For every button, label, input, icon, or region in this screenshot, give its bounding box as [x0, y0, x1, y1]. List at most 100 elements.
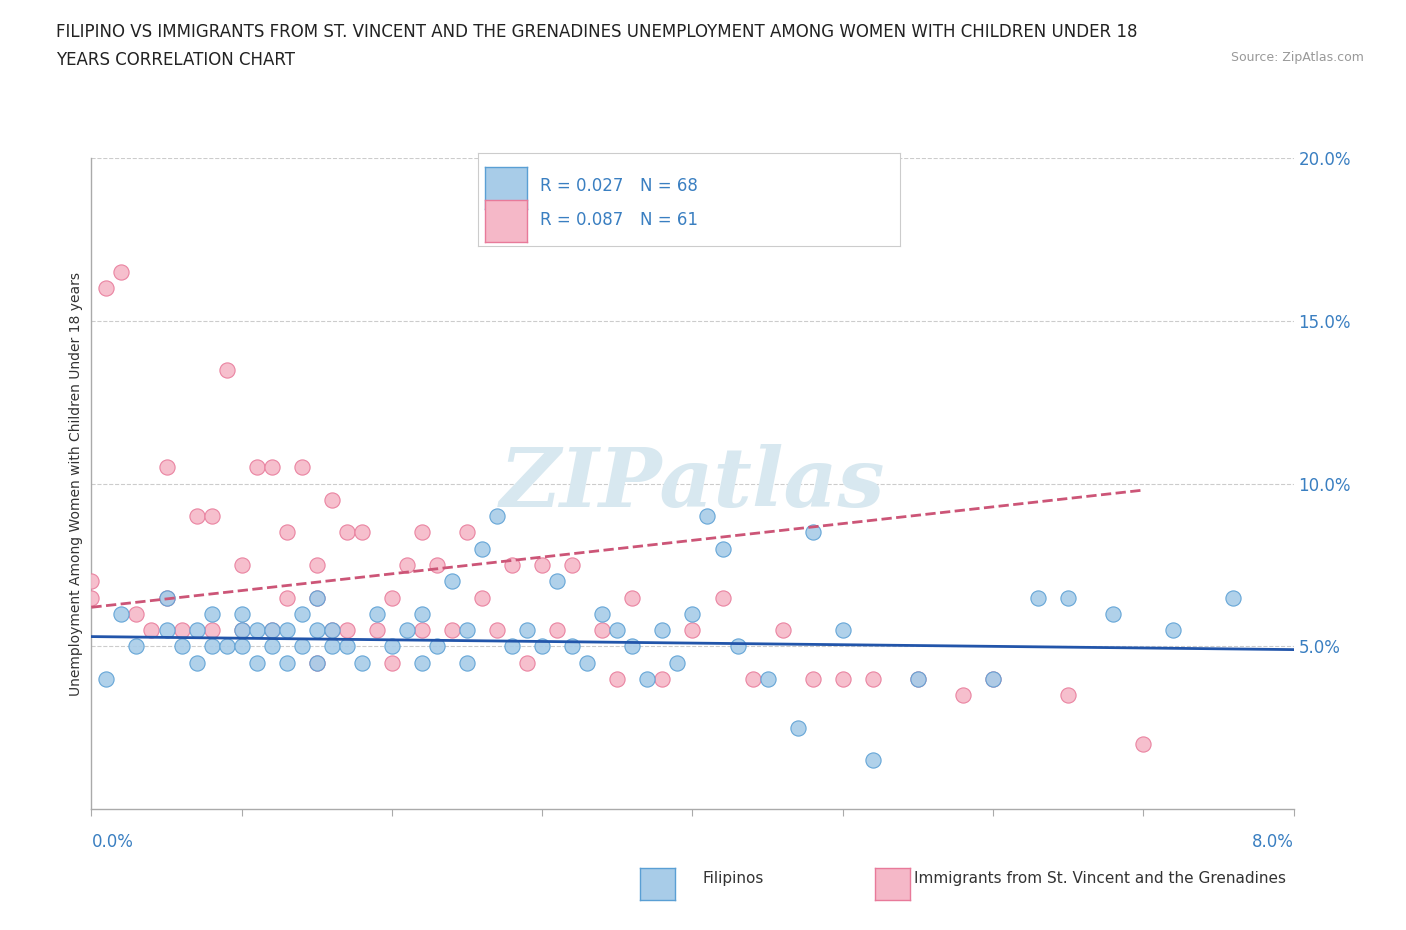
Point [110, 606, 132, 621]
Point [381, 590, 404, 604]
Point [186, 623, 208, 638]
Point [727, 639, 749, 654]
Point [772, 623, 794, 638]
Point [305, 655, 328, 670]
Point [711, 590, 734, 604]
Point [186, 655, 208, 670]
Point [471, 590, 494, 604]
Text: Immigrants from St. Vincent and the Grenadines: Immigrants from St. Vincent and the Gren… [914, 871, 1286, 886]
Point [305, 590, 328, 604]
Point [456, 655, 478, 670]
Point [366, 623, 388, 638]
Point [96, 281, 118, 296]
Point [862, 671, 884, 686]
Point [305, 558, 328, 573]
Point [666, 655, 689, 670]
Point [201, 623, 224, 638]
Point [516, 655, 538, 670]
Point [80, 590, 103, 604]
Point [231, 623, 253, 638]
Point [170, 639, 193, 654]
Point [125, 639, 148, 654]
Point [276, 623, 298, 638]
Point [440, 574, 463, 589]
Point [907, 671, 929, 686]
Point [1222, 590, 1244, 604]
Text: YEARS CORRELATION CHART: YEARS CORRELATION CHART [56, 51, 295, 69]
Point [531, 639, 554, 654]
Point [651, 671, 673, 686]
Point [801, 525, 824, 539]
Point [201, 509, 224, 524]
Point [606, 623, 628, 638]
Point [456, 525, 478, 539]
Point [291, 606, 314, 621]
Point [546, 574, 568, 589]
Point [260, 460, 283, 474]
Point [276, 655, 298, 670]
Point [696, 509, 718, 524]
Point [141, 623, 163, 638]
Point [546, 623, 568, 638]
Point [440, 623, 463, 638]
Point [170, 623, 193, 638]
Point [305, 590, 328, 604]
Point [531, 558, 554, 573]
Point [501, 558, 523, 573]
Point [591, 623, 613, 638]
Point [395, 623, 418, 638]
Point [681, 606, 703, 621]
Text: Filipinos: Filipinos [703, 871, 765, 886]
Point [110, 265, 132, 280]
Point [305, 623, 328, 638]
Point [1102, 606, 1125, 621]
Point [155, 623, 177, 638]
Point [246, 623, 269, 638]
Point [831, 671, 853, 686]
Point [276, 590, 298, 604]
Point [907, 671, 929, 686]
Text: R = 0.087: R = 0.087 [540, 211, 623, 230]
Text: Source: ZipAtlas.com: Source: ZipAtlas.com [1230, 51, 1364, 64]
Point [260, 623, 283, 638]
Point [621, 639, 644, 654]
Point [756, 671, 779, 686]
Point [456, 623, 478, 638]
Point [621, 590, 644, 604]
Point [741, 671, 763, 686]
Point [336, 623, 359, 638]
Point [426, 558, 449, 573]
Point [1057, 688, 1080, 703]
Point [125, 606, 148, 621]
Point [231, 639, 253, 654]
Point [305, 655, 328, 670]
Point [862, 753, 884, 768]
Point [576, 655, 599, 670]
Point [201, 639, 224, 654]
Point [651, 623, 673, 638]
Point [321, 623, 343, 638]
Point [395, 558, 418, 573]
Point [246, 460, 269, 474]
Point [1132, 737, 1154, 751]
Text: N = 61: N = 61 [640, 211, 697, 230]
Point [231, 606, 253, 621]
Point [681, 623, 703, 638]
Point [636, 671, 658, 686]
Point [321, 623, 343, 638]
Point [426, 639, 449, 654]
Text: 8.0%: 8.0% [1251, 832, 1294, 851]
Point [1161, 623, 1184, 638]
Point [591, 606, 613, 621]
Text: ZIPatlas: ZIPatlas [499, 444, 886, 524]
Point [155, 590, 177, 604]
Point [260, 639, 283, 654]
Point [471, 541, 494, 556]
Point [786, 720, 808, 735]
Point [321, 493, 343, 508]
Point [1057, 590, 1080, 604]
Point [231, 623, 253, 638]
Point [215, 639, 238, 654]
Point [201, 606, 224, 621]
Point [350, 655, 373, 670]
